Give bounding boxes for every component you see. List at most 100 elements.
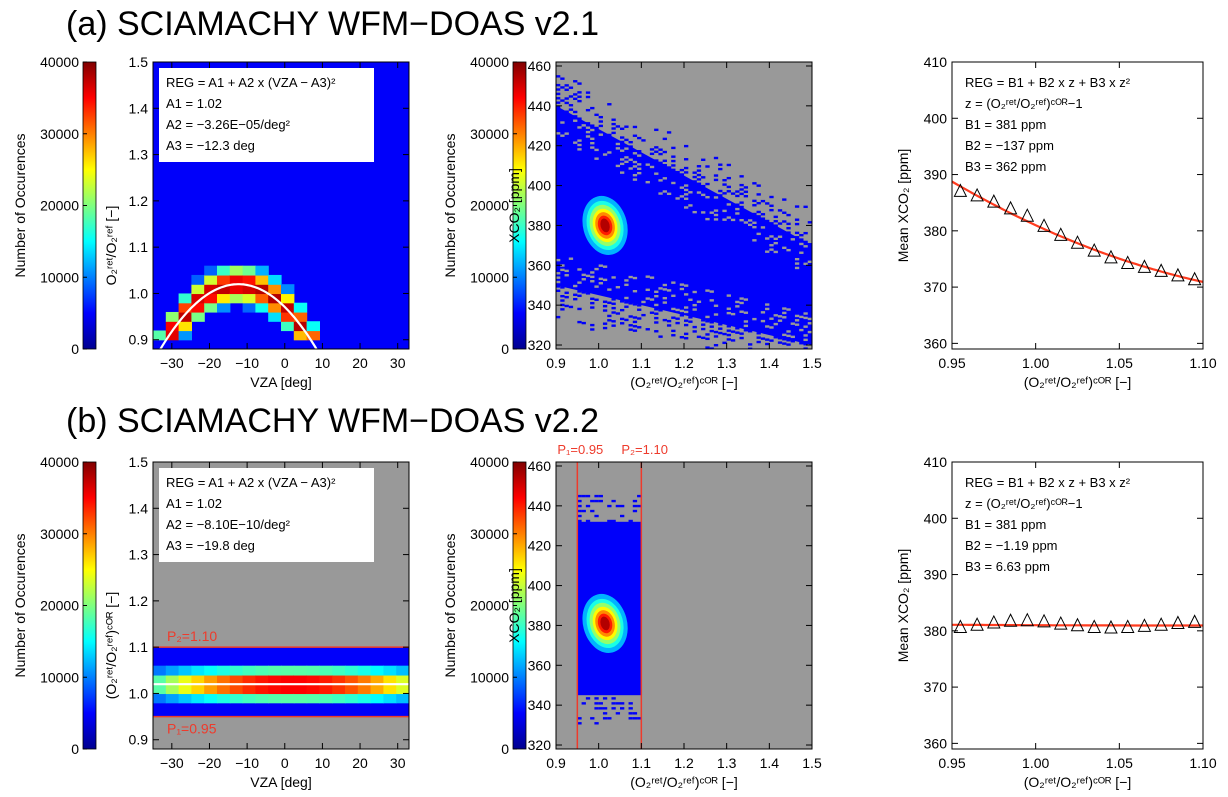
speckle <box>637 717 642 720</box>
speckle <box>760 226 766 229</box>
heatmap-cell <box>204 284 218 295</box>
speckle <box>628 315 633 318</box>
heatmap-cell <box>306 321 320 332</box>
speckle <box>726 203 731 206</box>
plot-body <box>952 462 1203 749</box>
speckle <box>577 514 582 518</box>
speckle <box>632 152 638 155</box>
speckle <box>795 350 799 352</box>
x-axis-label: (O₂ʳᵉᵗ/O₂ʳᵉᶠ)ᶜᴼᴿ [−] <box>1024 374 1132 390</box>
speckle <box>654 146 659 149</box>
speckle <box>696 178 702 181</box>
speckle <box>598 277 603 281</box>
speckle <box>602 304 608 308</box>
plot-body <box>556 62 812 352</box>
heatmap-cell <box>242 674 256 685</box>
colorbar-tick-label: 0 <box>71 741 79 757</box>
speckle <box>713 196 719 199</box>
y-tick-label: 400 <box>528 178 552 194</box>
heatmap-cell <box>357 693 372 704</box>
speckle <box>666 324 672 327</box>
y-tick-label: 410 <box>924 54 948 70</box>
speckle <box>607 319 612 322</box>
speckle <box>752 182 757 185</box>
data-point <box>1070 235 1085 249</box>
speckle <box>709 321 714 324</box>
speckle <box>632 316 638 319</box>
speckle <box>760 319 766 323</box>
speckle <box>649 298 655 301</box>
heatmap-cell <box>165 684 180 695</box>
speckle <box>662 318 667 322</box>
speckle <box>620 514 625 518</box>
x-tick-label: 1.0 <box>589 355 609 371</box>
speckle <box>722 183 727 186</box>
speckle <box>590 306 595 309</box>
speckle <box>637 136 642 140</box>
heatmap-cell <box>281 302 295 313</box>
speckle <box>637 167 642 170</box>
speckle <box>594 722 599 725</box>
speckle <box>777 209 783 212</box>
y-tick-label: 420 <box>528 538 552 554</box>
heatmap-cell <box>396 674 409 685</box>
speckle <box>735 203 740 206</box>
heatmap-cell <box>281 684 295 695</box>
speckle <box>556 276 561 279</box>
y-axis-label: XCO₂ [ppm] <box>506 168 522 243</box>
y-tick-label: 460 <box>528 458 552 474</box>
annotation-line: z = (O₂ʳᵉᵗ/O₂ʳᵉᶠ)ᶜᴼᴿ−1 <box>965 96 1083 111</box>
speckle <box>705 195 710 199</box>
x-tick-label: 1.05 <box>1106 755 1133 771</box>
colorbar-tick-label: 0 <box>501 341 509 357</box>
speckle <box>679 287 685 291</box>
speckle <box>748 223 753 227</box>
heatmap-cell <box>178 321 192 332</box>
speckle <box>692 308 697 311</box>
heatmap-cell <box>293 684 308 695</box>
speckle <box>769 248 774 251</box>
speckle <box>679 283 685 286</box>
speckle <box>577 139 582 142</box>
speckle <box>628 167 633 170</box>
speckle <box>658 287 663 290</box>
heatmap-cell <box>293 330 308 341</box>
annotation-line: A3 = −12.3 deg <box>166 138 255 153</box>
speckle <box>752 204 757 207</box>
y-tick-label: 440 <box>528 98 552 114</box>
speckle <box>794 205 800 208</box>
speckle <box>679 195 685 198</box>
heatmap-cell <box>217 665 231 676</box>
speckle <box>560 303 565 307</box>
heatmap-cell <box>383 665 397 676</box>
speckle <box>701 319 706 322</box>
x-tick-label: 1.1 <box>632 755 652 771</box>
speckle <box>632 499 638 503</box>
speckle <box>765 307 770 311</box>
heatmap-cell <box>268 274 282 285</box>
chart-b3: 0.95 1.00 1.05 1.10 360 370 380 390 400 410 (O₂ʳᵉᵗ… <box>895 454 1217 790</box>
speckle <box>624 305 629 308</box>
speckle <box>671 329 676 333</box>
speckle <box>739 205 744 209</box>
data-point <box>1020 208 1035 222</box>
colorbar-label: Number of Occurences <box>442 534 458 678</box>
heatmap-cell <box>242 302 256 313</box>
speckle <box>615 164 621 168</box>
x-tick-label: 1.10 <box>1189 755 1216 771</box>
speckle <box>581 509 586 513</box>
speckle <box>632 134 638 137</box>
x-tick-label: 1.4 <box>760 355 780 371</box>
colorbar-tick-label: 40000 <box>470 54 509 70</box>
speckle <box>620 127 625 130</box>
speckle <box>585 274 591 278</box>
colorbar-tick-label: 0 <box>71 341 79 357</box>
speckle <box>739 218 744 222</box>
speckle <box>615 702 621 705</box>
speckle <box>769 204 774 207</box>
speckle <box>713 174 719 177</box>
heatmap-cell <box>396 665 409 676</box>
speckle <box>769 326 774 329</box>
speckle <box>807 260 812 263</box>
speckle <box>560 86 565 89</box>
